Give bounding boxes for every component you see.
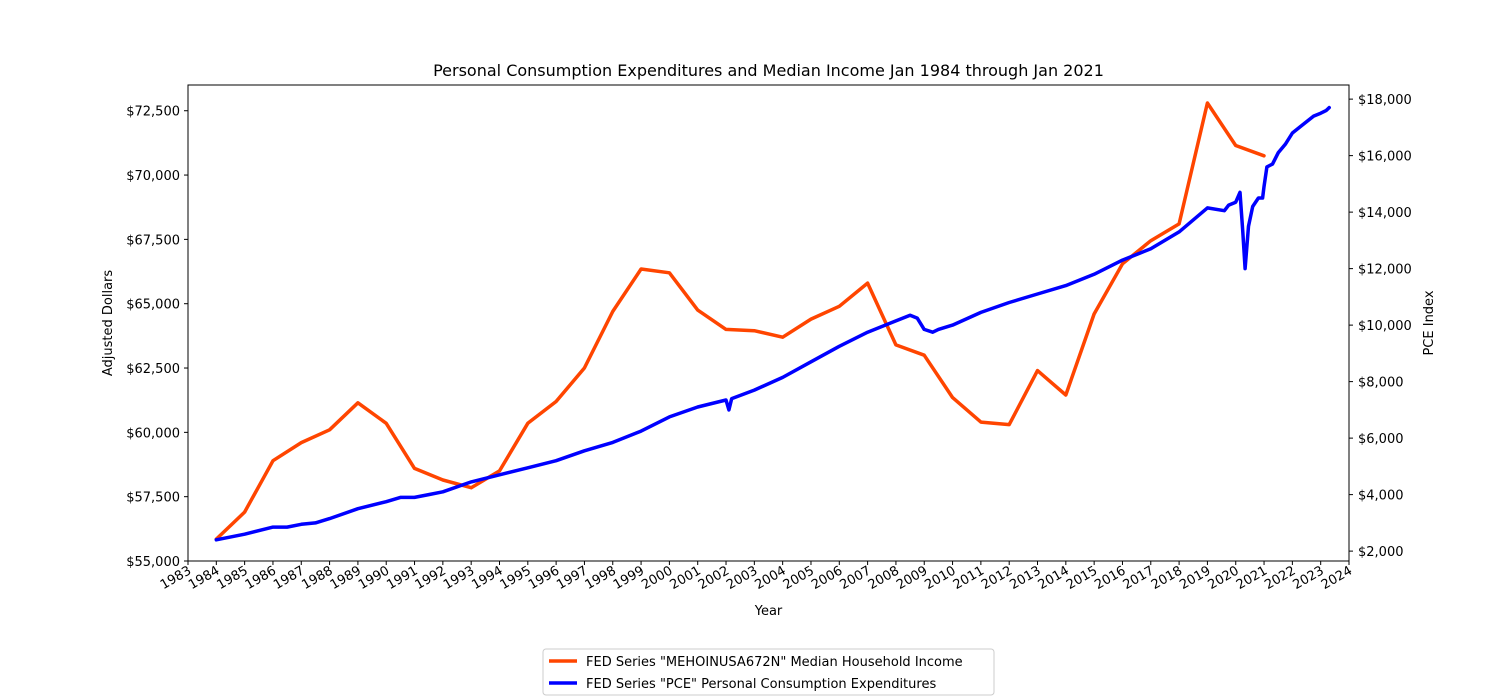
y-axis-left-label: Adjusted Dollars xyxy=(101,270,116,377)
plot-frame xyxy=(187,84,1350,562)
y-axis-right: $2,000 $4,000 $6,000 $8,000 $10,000 $12,000 $1… xyxy=(1349,93,1412,560)
y-right-tick-label: $2,000 xyxy=(1358,545,1404,560)
y-left-tick-label: $57,500 xyxy=(126,491,180,506)
y-right-tick-label: $6,000 xyxy=(1358,432,1404,447)
y-left-tick-label: $67,500 xyxy=(126,233,180,248)
y-right-tick-label: $12,000 xyxy=(1358,263,1412,278)
y-left-tick-label: $62,500 xyxy=(126,362,180,377)
y-right-tick-label: $14,000 xyxy=(1358,206,1412,221)
y-axis-right-label: PCE Index xyxy=(1422,290,1437,355)
y-left-tick-label: $70,000 xyxy=(126,169,180,184)
legend-entry: FED Series "MEHOINUSA672N" Median Househ… xyxy=(586,655,963,670)
y-right-tick-label: $16,000 xyxy=(1358,150,1412,165)
y-right-tick-label: $8,000 xyxy=(1358,376,1404,391)
y-left-tick-label: $65,000 xyxy=(126,298,180,313)
chart-title: Personal Consumption Expenditures and Me… xyxy=(433,61,1104,80)
x-axis-label: Year xyxy=(754,604,783,619)
y-left-tick-label: $60,000 xyxy=(126,426,180,441)
y-right-tick-label: $18,000 xyxy=(1358,93,1412,108)
y-left-tick-label: $72,500 xyxy=(126,105,180,120)
legend: FED Series "MEHOINUSA672N" Median Househ… xyxy=(542,648,995,696)
legend-box xyxy=(542,648,995,696)
pce-line xyxy=(214,105,1331,542)
series-layer xyxy=(214,101,1331,542)
y-right-tick-label: $10,000 xyxy=(1358,319,1412,334)
median-income-line xyxy=(214,101,1266,541)
x-axis: 1983198419851986198719881989199019911992… xyxy=(158,561,1355,593)
y-right-tick-label: $4,000 xyxy=(1358,489,1404,504)
y-left-tick-label: $55,000 xyxy=(126,555,180,570)
y-axis-left: $55,000 $57,500 $60,000 $62,500 $65,000 $67,5… xyxy=(126,105,188,570)
x-tick-label: 2024 xyxy=(1319,563,1355,593)
legend-entry: FED Series "PCE" Personal Consumption Ex… xyxy=(586,677,936,692)
